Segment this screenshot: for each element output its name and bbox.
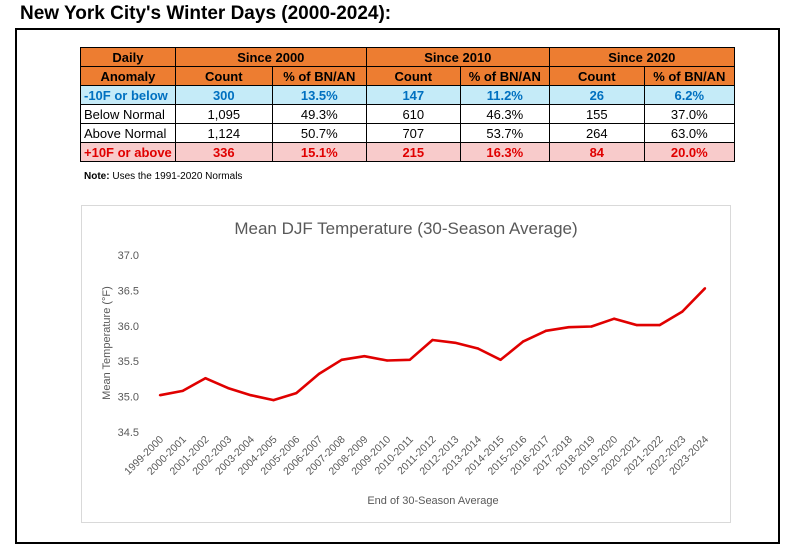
header-count: Count xyxy=(174,66,273,86)
header-percent: % of BN/AN xyxy=(271,66,367,86)
table-cell: 84 xyxy=(548,142,645,162)
y-axis-label: Mean Temperature (°F) xyxy=(101,286,113,400)
data-point xyxy=(295,391,298,395)
data-point xyxy=(590,325,593,328)
data-point xyxy=(249,393,253,397)
data-point xyxy=(204,376,207,380)
data-point xyxy=(158,393,162,397)
table-cell: 16.3% xyxy=(459,142,550,162)
data-point xyxy=(340,358,343,361)
note-prefix: Note: xyxy=(84,171,110,182)
note-text: Uses the 1991-2020 Normals xyxy=(109,171,243,182)
data-point xyxy=(272,398,275,402)
data-point xyxy=(408,358,411,361)
header-since-2000: Since 2000 xyxy=(174,47,367,67)
table-cell: 63.0% xyxy=(643,123,735,143)
data-point xyxy=(544,329,548,332)
content-frame xyxy=(15,28,780,544)
data-point xyxy=(317,372,321,376)
data-point xyxy=(522,340,525,343)
table-cell: 300 xyxy=(174,85,273,105)
table-row-cold-extreme: -10F or below 300 13.5% 147 11.2% 26 6.2… xyxy=(80,85,735,105)
data-point xyxy=(226,386,230,390)
row-label: -10F or below xyxy=(80,85,176,105)
y-tick-label: 35.0 xyxy=(118,392,139,404)
data-points xyxy=(158,287,707,402)
table-cell: 215 xyxy=(365,142,461,162)
table-cell: 147 xyxy=(365,85,461,105)
table-cell: 6.2% xyxy=(643,85,735,105)
table-header-row-bottom: Anomaly Count % of BN/AN Count % of BN/A… xyxy=(80,66,735,86)
table-cell: 49.3% xyxy=(271,104,367,124)
header-count: Count xyxy=(548,66,645,86)
data-point xyxy=(476,347,480,350)
row-label: Below Normal xyxy=(80,104,176,124)
table-row-below-normal: Below Normal 1,095 49.3% 610 46.3% 155 3… xyxy=(80,104,735,124)
data-point xyxy=(454,341,457,344)
data-point xyxy=(181,389,184,393)
y-tick-label: 36.5 xyxy=(118,285,139,297)
data-point xyxy=(681,310,684,313)
header-percent: % of BN/AN xyxy=(643,66,735,86)
y-tick-label: 35.5 xyxy=(118,356,139,368)
table-cell: 26 xyxy=(548,85,645,105)
data-point xyxy=(363,355,366,358)
data-point xyxy=(612,317,616,320)
row-label: +10F or above xyxy=(80,142,176,162)
table-cell: 15.1% xyxy=(271,142,367,162)
y-tick-labels: 37.0 36.5 36.0 35.5 35.0 34.5 xyxy=(118,250,139,439)
table-row-above-normal: Above Normal 1,124 50.7% 707 53.7% 264 6… xyxy=(80,123,735,143)
header-anomaly: Anomaly xyxy=(80,66,176,86)
chart-title: Mean DJF Temperature (30-Season Average) xyxy=(234,219,577,238)
chart-area xyxy=(81,205,731,523)
table-cell: 1,124 xyxy=(174,123,273,143)
data-point xyxy=(499,358,502,361)
data-point xyxy=(431,338,434,342)
table-row-hot-extreme: +10F or above 336 15.1% 215 16.3% 84 20.… xyxy=(80,142,735,162)
y-tick-label: 36.0 xyxy=(118,321,139,333)
data-point xyxy=(658,323,661,327)
x-tick-labels: 1999-20002000-20012001-20022002-20032003… xyxy=(122,434,711,478)
table-cell: 336 xyxy=(174,142,273,162)
x-axis-label: End of 30-Season Average xyxy=(367,495,498,507)
y-tick-label: 34.5 xyxy=(118,427,139,439)
header-count: Count xyxy=(365,66,461,86)
row-label: Above Normal xyxy=(80,123,176,143)
data-point xyxy=(703,287,707,290)
table-note: Note: Uses the 1991-2020 Normals xyxy=(84,171,242,182)
y-tick-label: 37.0 xyxy=(118,250,139,262)
data-point xyxy=(567,326,570,329)
page-title: New York City's Winter Days (2000-2024): xyxy=(20,3,392,24)
data-point xyxy=(635,323,639,327)
temperature-series-line xyxy=(159,287,706,402)
table-cell: 20.0% xyxy=(643,142,735,162)
data-point xyxy=(385,359,389,362)
anomaly-table: Daily Since 2000 Since 2010 Since 2020 A… xyxy=(80,47,735,162)
